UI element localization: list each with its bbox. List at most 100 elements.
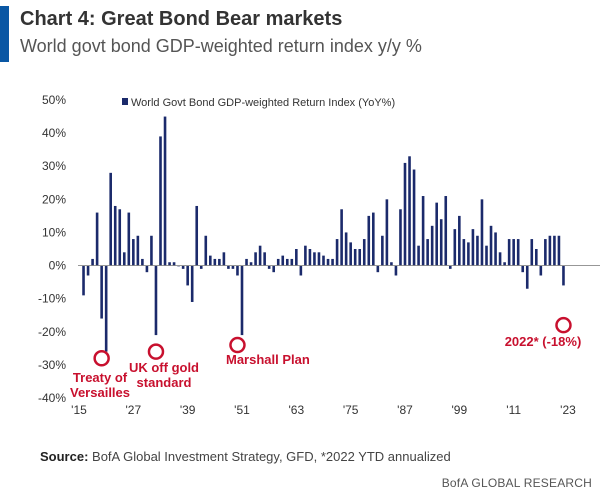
bar-1929 bbox=[141, 258, 144, 266]
annotation-label: Versailles bbox=[70, 385, 130, 400]
y-tick-label: -20% bbox=[38, 325, 66, 339]
x-tick-label: '51 bbox=[234, 403, 250, 417]
y-tick-label: 20% bbox=[42, 192, 66, 206]
chart-title: Chart 4: Great Bond Bear markets bbox=[20, 8, 343, 30]
bar-1965 bbox=[304, 245, 307, 266]
bar-2013 bbox=[521, 265, 525, 273]
annotation-label: 2022* (-18%) bbox=[505, 334, 582, 349]
bar-1936 bbox=[172, 262, 176, 266]
x-tick-label: '75 bbox=[343, 403, 359, 417]
bar-1930 bbox=[145, 265, 149, 273]
bar-1999 bbox=[458, 215, 461, 266]
bar-2001 bbox=[467, 242, 470, 266]
bar-1981 bbox=[376, 265, 380, 273]
bar-1994 bbox=[435, 202, 438, 266]
bar-1939 bbox=[186, 265, 189, 286]
bar-2003 bbox=[476, 235, 479, 266]
y-axis-ticks: 50% 40% 30% 20% 10% 0% -10% -20% -30% -40% bbox=[38, 93, 66, 405]
bar-1946 bbox=[218, 258, 221, 266]
bar-1962 bbox=[290, 258, 294, 266]
bar-1918 bbox=[91, 258, 94, 266]
source-text: BofA Global Investment Strategy, GFD, *2… bbox=[92, 449, 451, 464]
annotation-label: UK off gold bbox=[129, 360, 199, 375]
bar-2018 bbox=[544, 239, 547, 266]
bar-1949 bbox=[231, 265, 235, 269]
bar-1972 bbox=[335, 239, 339, 266]
bar-1931 bbox=[150, 235, 153, 266]
y-tick-label: 50% bbox=[42, 93, 66, 107]
bar-1996 bbox=[444, 196, 448, 266]
bar-1937 bbox=[177, 265, 180, 267]
bar-1926 bbox=[127, 212, 131, 266]
bar-1969 bbox=[322, 255, 325, 266]
bar-1980 bbox=[372, 212, 375, 266]
bar-2000 bbox=[462, 239, 466, 266]
x-tick-label: '15 bbox=[71, 403, 87, 417]
bar-1982 bbox=[381, 235, 384, 266]
bar-1945 bbox=[213, 258, 217, 266]
bar-1952 bbox=[245, 258, 248, 266]
bar-1951 bbox=[240, 265, 244, 336]
bar-1991 bbox=[421, 196, 425, 266]
bar-2012 bbox=[516, 239, 520, 266]
bar-2019 bbox=[548, 235, 552, 266]
bar-1938 bbox=[181, 265, 185, 269]
bar-2015 bbox=[530, 239, 534, 266]
annotation-marker bbox=[93, 350, 110, 367]
chart-subtitle: World govt bond GDP-weighted return inde… bbox=[20, 36, 422, 56]
bar-1943 bbox=[204, 235, 208, 266]
bar-1935 bbox=[168, 262, 171, 266]
source-note: Source: BofA Global Investment Strategy,… bbox=[40, 449, 451, 464]
bar-series bbox=[82, 116, 565, 352]
accent-bar bbox=[0, 6, 9, 62]
brand-footer: BofA GLOBAL RESEARCH bbox=[441, 476, 592, 490]
bar-1950 bbox=[236, 265, 239, 276]
bar-1978 bbox=[362, 239, 366, 266]
bar-1984 bbox=[390, 262, 393, 266]
y-tick-label: 10% bbox=[42, 225, 66, 239]
y-tick-label: -40% bbox=[38, 391, 66, 405]
y-tick-label: -10% bbox=[38, 292, 66, 306]
bar-1954 bbox=[254, 252, 257, 266]
bar-1963 bbox=[295, 249, 298, 266]
y-tick-label: -30% bbox=[38, 358, 66, 372]
x-axis-ticks: '15 '27 '39 '51 '63 '75 '87 '99 '11 '23 bbox=[71, 403, 576, 417]
bar-1967 bbox=[313, 252, 316, 266]
x-tick-label: '87 bbox=[397, 403, 413, 417]
bar-1927 bbox=[132, 239, 135, 266]
bar-1990 bbox=[417, 245, 420, 266]
y-tick-label: 0% bbox=[49, 259, 67, 273]
bar-1916 bbox=[82, 265, 85, 296]
bar-1944 bbox=[209, 255, 212, 266]
bar-1992 bbox=[426, 239, 429, 266]
bar-1947 bbox=[222, 252, 226, 266]
bar-1974 bbox=[344, 232, 348, 266]
bar-1995 bbox=[439, 219, 443, 266]
bar-1983 bbox=[385, 199, 389, 266]
bar-1979 bbox=[367, 215, 371, 266]
bar-1968 bbox=[317, 252, 321, 266]
annotation-label: Treaty of bbox=[73, 370, 128, 385]
annotation-marker bbox=[229, 336, 246, 354]
legend-label: World Govt Bond GDP-weighted Return Inde… bbox=[131, 97, 395, 109]
bar-1986 bbox=[399, 209, 402, 266]
bar-1932 bbox=[154, 265, 158, 336]
bar-1997 bbox=[448, 265, 452, 269]
annotation-marker bbox=[147, 343, 165, 360]
bar-1917 bbox=[86, 265, 90, 276]
bar-1920 bbox=[100, 265, 103, 319]
bar-2009 bbox=[503, 262, 506, 266]
legend-swatch bbox=[122, 98, 128, 105]
bar-1973 bbox=[340, 209, 343, 266]
bar-1971 bbox=[331, 258, 334, 266]
bar-1948 bbox=[227, 265, 230, 269]
bar-1988 bbox=[408, 156, 411, 266]
bar-2005 bbox=[485, 245, 488, 266]
bar-1923 bbox=[113, 205, 117, 266]
bar-2010 bbox=[507, 239, 511, 266]
annotation-marker bbox=[555, 316, 572, 334]
bar-1958 bbox=[272, 265, 275, 273]
bar-chart: 50% 40% 30% 20% 10% 0% -10% -20% -30% -40% '15 '27… bbox=[38, 93, 600, 417]
bar-1989 bbox=[412, 169, 416, 266]
